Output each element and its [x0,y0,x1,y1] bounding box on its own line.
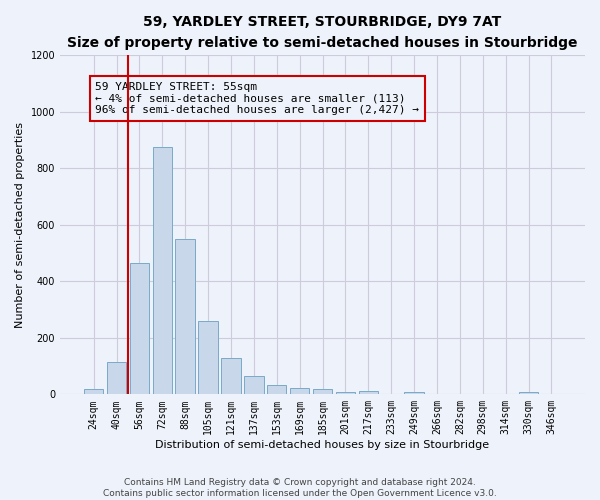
Bar [313,389,332,394]
Bar [519,392,538,394]
Bar [107,362,126,394]
Bar [152,147,172,394]
Bar [267,386,286,394]
Y-axis label: Number of semi-detached properties: Number of semi-detached properties [15,122,25,328]
Bar [130,263,149,394]
Text: 59 YARDLEY STREET: 55sqm
← 4% of semi-detached houses are smaller (113)
96% of s: 59 YARDLEY STREET: 55sqm ← 4% of semi-de… [95,82,419,115]
X-axis label: Distribution of semi-detached houses by size in Stourbridge: Distribution of semi-detached houses by … [155,440,490,450]
Bar [359,390,378,394]
Title: 59, YARDLEY STREET, STOURBRIDGE, DY9 7AT
Size of property relative to semi-detac: 59, YARDLEY STREET, STOURBRIDGE, DY9 7AT… [67,15,578,50]
Bar [335,392,355,394]
Text: Contains HM Land Registry data © Crown copyright and database right 2024.
Contai: Contains HM Land Registry data © Crown c… [103,478,497,498]
Bar [404,392,424,394]
Bar [290,388,310,394]
Bar [84,388,103,394]
Bar [199,322,218,394]
Bar [244,376,263,394]
Bar [175,240,195,394]
Bar [221,358,241,395]
